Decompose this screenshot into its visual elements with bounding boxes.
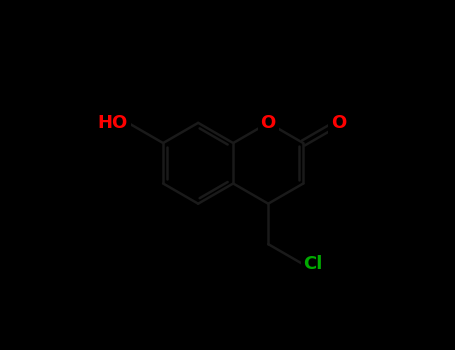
Text: Cl: Cl [303, 256, 323, 273]
Text: O: O [331, 114, 346, 132]
Text: Cl: Cl [303, 256, 323, 273]
Text: HO: HO [98, 114, 128, 132]
Text: HO: HO [98, 114, 128, 132]
Text: O: O [261, 114, 276, 132]
Text: O: O [331, 114, 346, 132]
Text: O: O [261, 114, 276, 132]
